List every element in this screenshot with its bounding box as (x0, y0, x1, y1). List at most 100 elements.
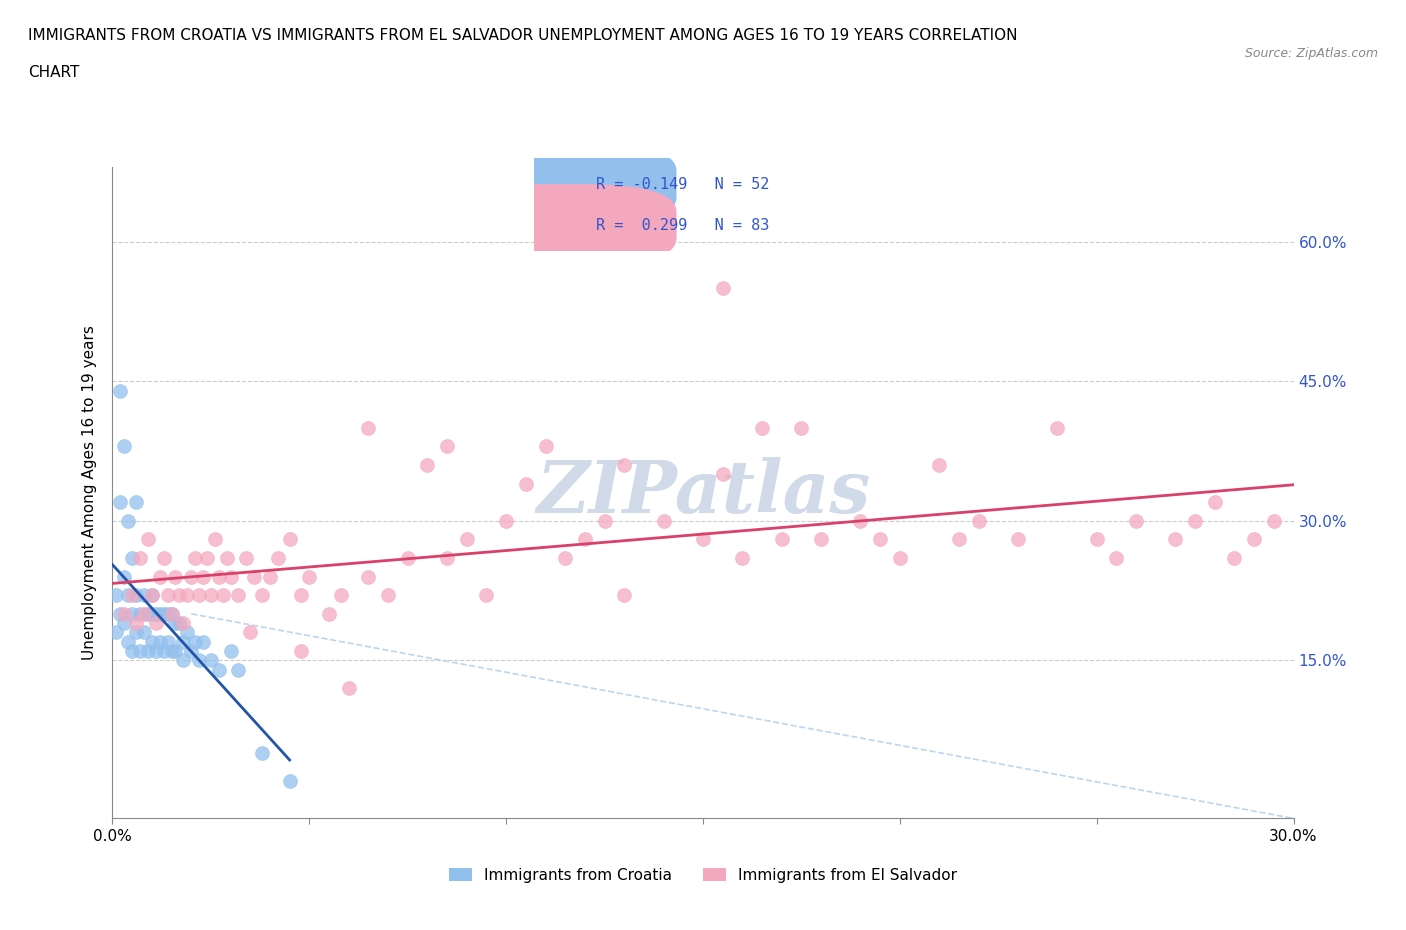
Point (149, 606, 172, 621)
Point (219, 569, 242, 584)
Point (357, 569, 380, 584)
Point (112, 439, 135, 454)
Point (711, 281, 734, 296)
Point (117, 513, 139, 528)
Point (593, 513, 616, 528)
Point (145, 644, 167, 658)
Text: IMMIGRANTS FROM CROATIA VS IMMIGRANTS FROM EL SALVADOR UNEMPLOYMENT AMONG AGES 1: IMMIGRANTS FROM CROATIA VS IMMIGRANTS FR… (28, 28, 1018, 43)
Point (145, 606, 167, 621)
Point (869, 532, 891, 547)
Point (129, 606, 152, 621)
Point (141, 588, 163, 603)
Point (534, 439, 557, 454)
Point (692, 532, 714, 547)
Point (112, 616, 135, 631)
Text: R = -0.149   N = 52: R = -0.149 N = 52 (596, 177, 769, 192)
Y-axis label: Unemployment Among Ages 16 to 19 years: Unemployment Among Ages 16 to 19 years (82, 326, 97, 660)
Point (711, 467, 734, 482)
Point (329, 588, 352, 603)
Point (125, 495, 148, 510)
Point (125, 616, 148, 631)
Point (554, 551, 576, 565)
Point (235, 551, 257, 565)
Point (141, 634, 163, 649)
Point (456, 532, 478, 547)
Point (928, 458, 950, 472)
Point (228, 662, 250, 677)
Point (889, 551, 911, 565)
Point (290, 644, 312, 658)
Point (121, 606, 143, 621)
Point (180, 644, 202, 658)
Point (110, 383, 132, 398)
Point (110, 495, 132, 510)
Point (290, 588, 312, 603)
Point (267, 551, 290, 565)
Point (948, 532, 970, 547)
Point (191, 634, 214, 649)
Point (156, 606, 179, 621)
Point (416, 458, 439, 472)
Point (1105, 551, 1128, 565)
Point (1046, 420, 1069, 435)
Point (1263, 513, 1285, 528)
Text: ZIPatlas: ZIPatlas (536, 458, 870, 528)
Point (731, 551, 754, 565)
Point (396, 551, 419, 565)
Point (121, 588, 143, 603)
Point (1184, 513, 1206, 528)
Point (149, 634, 172, 649)
Point (105, 588, 128, 603)
Point (790, 420, 813, 435)
Point (105, 625, 128, 640)
Point (967, 513, 990, 528)
Point (613, 588, 636, 603)
Point (377, 588, 399, 603)
Point (188, 588, 211, 603)
Point (110, 606, 132, 621)
Point (129, 644, 152, 658)
Text: Source: ZipAtlas.com: Source: ZipAtlas.com (1244, 46, 1378, 60)
Point (172, 653, 194, 668)
Point (810, 532, 832, 547)
Point (228, 588, 250, 603)
Point (337, 681, 360, 696)
Point (136, 606, 159, 621)
Point (180, 569, 202, 584)
Point (357, 420, 380, 435)
Point (751, 420, 773, 435)
Point (652, 513, 675, 528)
Point (204, 532, 226, 547)
Point (184, 634, 207, 649)
Point (515, 476, 537, 491)
Point (141, 606, 163, 621)
Point (243, 569, 266, 584)
Point (298, 569, 321, 584)
Point (475, 588, 498, 603)
Point (121, 644, 143, 658)
Point (165, 644, 187, 658)
Point (145, 616, 167, 631)
Point (250, 746, 273, 761)
Point (436, 551, 458, 565)
Point (156, 634, 179, 649)
Point (172, 616, 194, 631)
Point (436, 439, 458, 454)
Point (152, 606, 174, 621)
Point (112, 569, 135, 584)
Point (613, 458, 636, 472)
Point (176, 625, 198, 640)
Point (160, 606, 183, 621)
Point (1243, 532, 1265, 547)
Point (165, 569, 187, 584)
Point (129, 551, 152, 565)
Point (160, 644, 183, 658)
Point (239, 625, 262, 640)
Point (169, 616, 191, 631)
Point (169, 588, 191, 603)
Point (1007, 532, 1029, 547)
Text: CHART: CHART (28, 65, 80, 80)
Point (117, 634, 139, 649)
Point (219, 644, 242, 658)
Point (1125, 513, 1147, 528)
